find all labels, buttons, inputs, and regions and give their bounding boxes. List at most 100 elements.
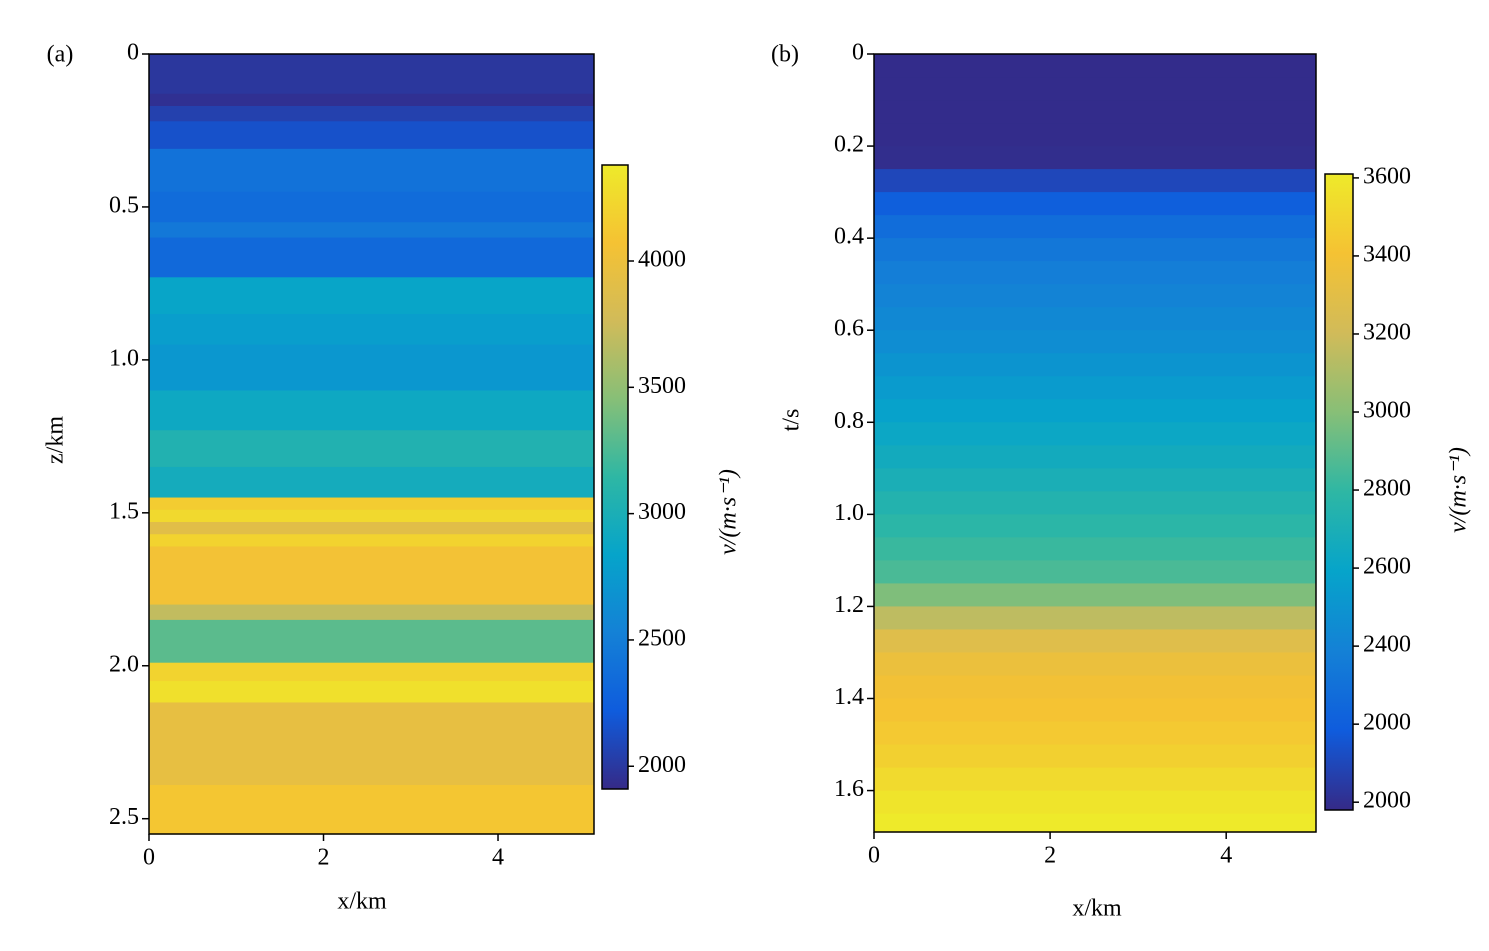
velocity-band (149, 785, 594, 835)
velocity-band (149, 93, 594, 107)
y-tick-label: 2.0 (109, 651, 139, 677)
colorbar (601, 164, 629, 790)
x-tick-label: 0 (868, 843, 880, 869)
velocity-band (874, 583, 1316, 608)
velocity-band (149, 106, 594, 122)
velocity-band (149, 277, 594, 315)
velocity-band (149, 662, 594, 682)
velocity-band (874, 399, 1316, 423)
velocity-band (149, 546, 594, 606)
panel-label: (b) (771, 42, 799, 68)
y-tick-label: 1.0 (834, 500, 864, 526)
velocity-band (874, 560, 1316, 585)
velocity-band (149, 390, 594, 431)
velocity-band (874, 169, 1316, 193)
y-tick-label: 0 (852, 40, 864, 66)
velocity-band (149, 466, 594, 499)
velocity-band (874, 422, 1316, 446)
velocity-band (874, 146, 1316, 170)
colorbar-tick-label: 2000 (638, 752, 686, 778)
colorbar (1324, 173, 1354, 811)
plot-frame (873, 53, 1317, 833)
velocity-band (149, 702, 594, 786)
velocity-band (874, 353, 1316, 377)
velocity-band (874, 491, 1316, 515)
x-tick-label: 2 (1044, 843, 1056, 869)
colorbar-tick-label: 2000 (1363, 788, 1411, 814)
x-axis-label: x/km (337, 889, 387, 915)
velocity-band (149, 534, 594, 548)
velocity-band (874, 192, 1316, 216)
y-tick-label: 2.5 (109, 804, 139, 830)
velocity-band (874, 767, 1316, 792)
colorbar-label: v/(m·s⁻¹) (1446, 447, 1472, 533)
y-tick-label: 1.5 (109, 498, 139, 524)
colorbar-tick-label: 2600 (1363, 554, 1411, 580)
colorbar-tick-label: 4000 (638, 247, 686, 273)
velocity-band (874, 629, 1316, 654)
velocity-band (874, 468, 1316, 492)
velocity-band (874, 790, 1316, 815)
velocity-band (149, 681, 594, 704)
velocity-band (874, 445, 1316, 469)
y-tick-label: 0 (127, 40, 139, 66)
x-tick-label: 0 (143, 845, 155, 871)
velocity-band (149, 121, 594, 150)
colorbar-tick-label: 2500 (638, 625, 686, 651)
velocity-band (874, 698, 1316, 723)
velocity-band (874, 744, 1316, 769)
velocity-band (874, 330, 1316, 354)
y-axis-label: t/s (779, 409, 805, 432)
y-tick-label: 1.2 (834, 592, 864, 618)
velocity-band (874, 537, 1316, 561)
velocity-band (149, 522, 594, 535)
y-tick-label: 0.5 (109, 192, 139, 218)
x-tick-label: 4 (492, 845, 504, 871)
velocity-band (874, 77, 1316, 101)
y-tick-label: 0.8 (834, 408, 864, 434)
velocity-band (874, 721, 1316, 746)
velocity-band (874, 514, 1316, 538)
x-axis-label: x/km (1072, 896, 1122, 922)
velocity-band (149, 191, 594, 223)
velocity-band (149, 604, 594, 621)
velocity-band (874, 652, 1316, 677)
velocity-band (149, 497, 594, 511)
y-tick-label: 0.6 (834, 316, 864, 342)
velocity-band (874, 54, 1316, 78)
velocity-band (874, 376, 1316, 400)
velocity-band (149, 619, 594, 664)
velocity-band (149, 222, 594, 239)
plot-frame (148, 53, 595, 835)
velocity-band (149, 344, 594, 392)
y-tick-label: 1.6 (834, 776, 864, 802)
velocity-band (874, 307, 1316, 331)
y-tick-label: 1.0 (109, 345, 139, 371)
y-tick-label: 1.4 (834, 684, 864, 710)
velocity-band (149, 237, 594, 278)
y-axis-label: z/km (43, 416, 69, 464)
colorbar-tick-label: 3000 (1363, 398, 1411, 424)
velocity-band (149, 314, 594, 346)
velocity-band (874, 123, 1316, 147)
velocity-band (874, 100, 1316, 124)
y-tick-label: 0.4 (834, 224, 864, 250)
colorbar-tick-label: 3200 (1363, 319, 1411, 345)
colorbar-tick-label: 2000 (1363, 710, 1411, 736)
colorbar-tick-label: 3000 (638, 499, 686, 525)
colorbar-tick-label: 2400 (1363, 632, 1411, 658)
velocity-band (149, 54, 594, 95)
colorbar-tick-label: 3400 (1363, 241, 1411, 267)
velocity-band (874, 238, 1316, 262)
colorbar-tick-label: 2800 (1363, 476, 1411, 502)
x-tick-label: 4 (1220, 843, 1232, 869)
colorbar-label: v/(m·s⁻¹) (716, 469, 742, 555)
panel-label: (a) (47, 42, 74, 68)
velocity-band (874, 284, 1316, 308)
colorbar-tick-label: 3600 (1363, 163, 1411, 189)
velocity-band (149, 148, 594, 193)
velocity-band (149, 430, 594, 468)
velocity-band (149, 509, 594, 523)
velocity-band (874, 606, 1316, 631)
